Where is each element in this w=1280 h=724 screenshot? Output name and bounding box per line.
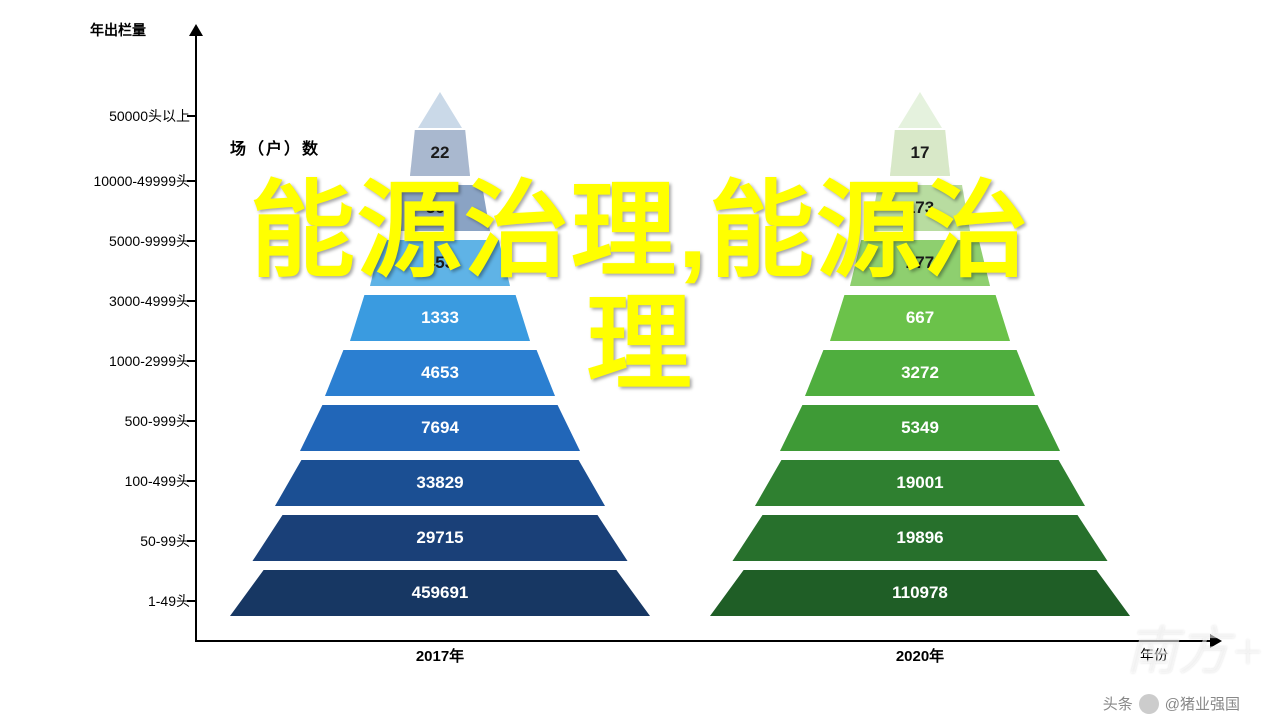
pyramid-layer: 667 (830, 295, 1010, 341)
pyramid-layer: 305 (390, 185, 490, 231)
y-tick-label: 500-999头 (70, 411, 190, 431)
y-tick-label: 1-49头 (70, 591, 190, 611)
x-tick-label-2020: 2020年 (710, 645, 1130, 666)
pyramid-layer: 110978 (710, 570, 1130, 616)
y-tick-mark (187, 240, 195, 242)
y-tick-label: 5000-9999头 (70, 231, 190, 251)
byline-handle: @猪业强国 (1165, 693, 1240, 714)
pyramid-layer: 5349 (780, 405, 1060, 451)
y-tick-mark (187, 360, 195, 362)
pyramid-2020: 17 173 277 667 3272 5349 19001 19896 110978 (710, 90, 1130, 640)
x-axis-title: 年份 (1140, 645, 1168, 665)
pyramid-layer: 7694 (300, 405, 580, 451)
pyramid-apex (418, 92, 462, 128)
y-tick-label: 50-99头 (70, 531, 190, 551)
pyramid-2017: 22 305 453 1333 4653 7694 33829 29715 459691 (230, 90, 650, 640)
pyramid-layer: 19896 (733, 515, 1108, 561)
pyramid-layer: 173 (870, 185, 970, 231)
avatar-icon (1139, 694, 1159, 714)
y-tick-mark (187, 480, 195, 482)
y-tick-mark (187, 300, 195, 302)
pyramid-layer: 277 (850, 240, 990, 286)
byline-prefix: 头条 (1103, 693, 1133, 714)
byline: 头条 @猪业强国 (1103, 693, 1240, 714)
y-tick-label: 10000-49999头 (70, 171, 190, 191)
pyramid-layer: 3272 (805, 350, 1035, 396)
pyramid-layer: 29715 (253, 515, 628, 561)
y-tick-label: 1000-2999头 (70, 351, 190, 371)
x-axis-arrow (1210, 634, 1222, 648)
y-tick-mark (187, 540, 195, 542)
pyramid-layer: 459691 (230, 570, 650, 616)
y-tick-mark (187, 115, 195, 117)
y-tick-label: 100-499头 (70, 471, 190, 491)
y-axis-title: 年出栏量 (90, 20, 146, 40)
chart-container: 年出栏量 50000头以上 10000-49999头 5000-9999头 3000-… (60, 20, 1220, 680)
x-axis-line (195, 640, 1215, 642)
pyramid-layer: 4653 (325, 350, 555, 396)
pyramid-layer: 22 (410, 130, 470, 176)
y-tick-label: 50000头以上 (70, 106, 190, 126)
pyramid-layer: 17 (890, 130, 950, 176)
pyramid-apex (898, 92, 942, 128)
x-tick-label-2017: 2017年 (230, 645, 650, 666)
pyramid-layer: 1333 (350, 295, 530, 341)
y-tick-label: 3000-4999头 (70, 291, 190, 311)
pyramid-layer: 33829 (275, 460, 605, 506)
y-tick-mark (187, 600, 195, 602)
y-tick-mark (187, 420, 195, 422)
y-axis-line (195, 32, 197, 642)
y-tick-mark (187, 180, 195, 182)
pyramid-layer: 19001 (755, 460, 1085, 506)
pyramid-layer: 453 (370, 240, 510, 286)
